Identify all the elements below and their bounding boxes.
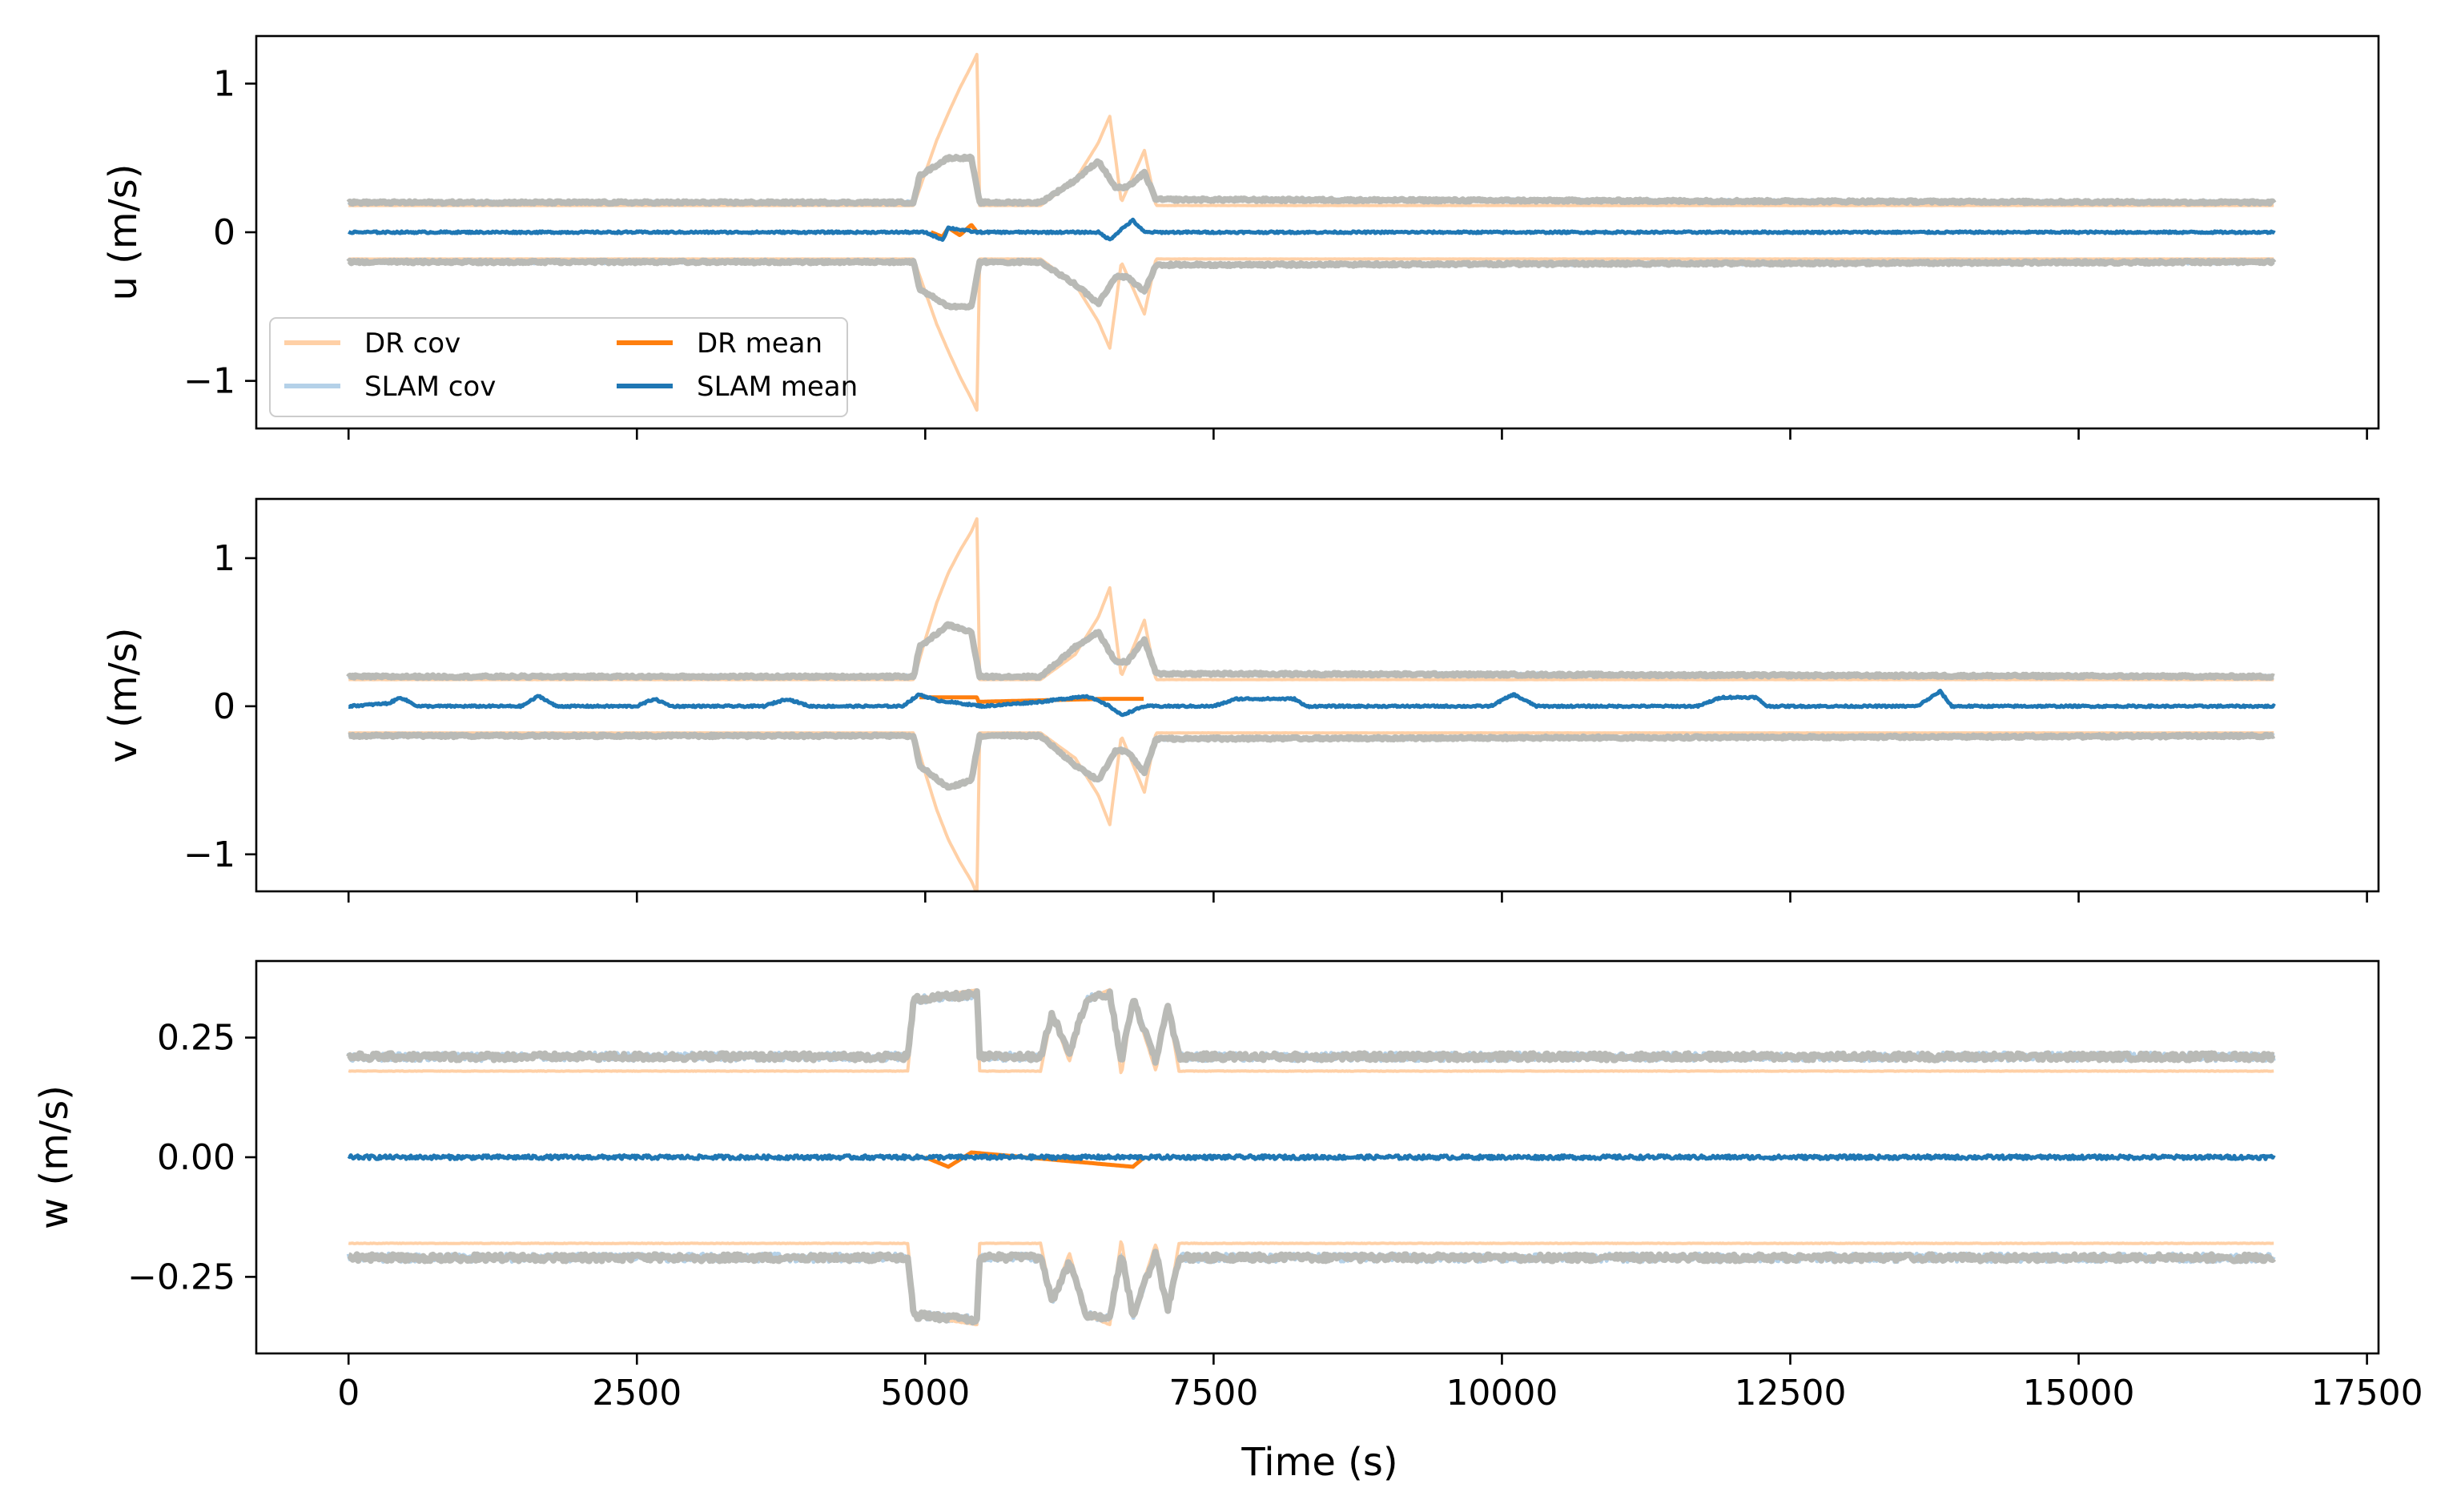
y-tick-label: 0.25 [157,1018,235,1059]
x-tick-label: 15000 [2023,1373,2135,1413]
panels: −1 0 1 u (m/s) −1 0 1 v (m/s) 0 2500 5000 7500 10000… [32,34,2423,1413]
x-axis-label: Time (s) [1241,1440,1397,1485]
axes-frame [255,497,2380,893]
legend-frame [269,317,848,417]
x-tick-label: 7500 [1168,1373,1258,1413]
y-tick-label: 1 [213,538,235,579]
x-tick-label: 12500 [1734,1373,1846,1413]
y-tick-label: 0 [213,212,235,253]
y-axis-label: w (m/s) [32,1085,77,1229]
slam-cov-lower-band [348,732,2275,790]
legend: DR cov SLAM cov DR mean SLAM mean [269,317,858,417]
x-tick-label: 17500 [2311,1373,2423,1413]
y-tick-label: 0 [213,686,235,727]
dr-cov-upper-band [348,517,2274,682]
dr-cov-lower-band [348,731,2274,891]
x-tick-label: 5000 [880,1373,970,1413]
dr-mean-line [930,223,979,239]
panel-1: −1 0 1 u (m/s) [101,34,2380,440]
dr-cov-upper-band [348,52,2274,207]
y-axis-label: v (m/s) [101,627,146,762]
slam-cov-upper-band [347,621,2274,681]
y-tick-label: −1 [183,361,235,402]
overlap-cov-upper-band [346,621,2276,682]
y-tick-label: 0.00 [157,1137,235,1178]
dr-cov-upper-band [348,987,2274,1075]
slam-mean-line [347,1153,2276,1161]
panel-2: −1 0 1 v (m/s) [101,497,2380,903]
plot-area [346,517,2276,891]
legend-label: SLAM cov [364,371,496,403]
overlap-cov-lower-band [346,731,2276,791]
overlap-cov-upper-band [346,153,2277,207]
overlap-cov-lower-band [346,257,2277,311]
overlap-cov-upper-band [346,988,2276,1066]
overlap-cov-lower-band [346,1249,2277,1326]
dr-cov-lower-band [348,1240,2274,1327]
plot-area [346,52,2277,412]
slam-mean-line [348,689,2276,718]
x-tick-label: 2500 [592,1373,682,1413]
y-tick-label: −0.25 [127,1257,235,1297]
legend-label: DR cov [364,328,460,360]
plot-area [346,987,2277,1327]
slam-mean-line [348,217,2276,242]
y-axis-label: u (m/s) [101,163,146,300]
x-tick-label: 0 [337,1373,360,1413]
legend-label: DR mean [697,328,822,360]
x-tick-label: 10000 [1446,1373,1558,1413]
y-tick-label: 1 [213,63,235,104]
panel-3: 0 2500 5000 7500 10000 12500 15000 17500 −0.25 0.… [32,959,2423,1413]
legend-label: SLAM mean [697,371,858,403]
y-tick-label: −1 [183,834,235,875]
